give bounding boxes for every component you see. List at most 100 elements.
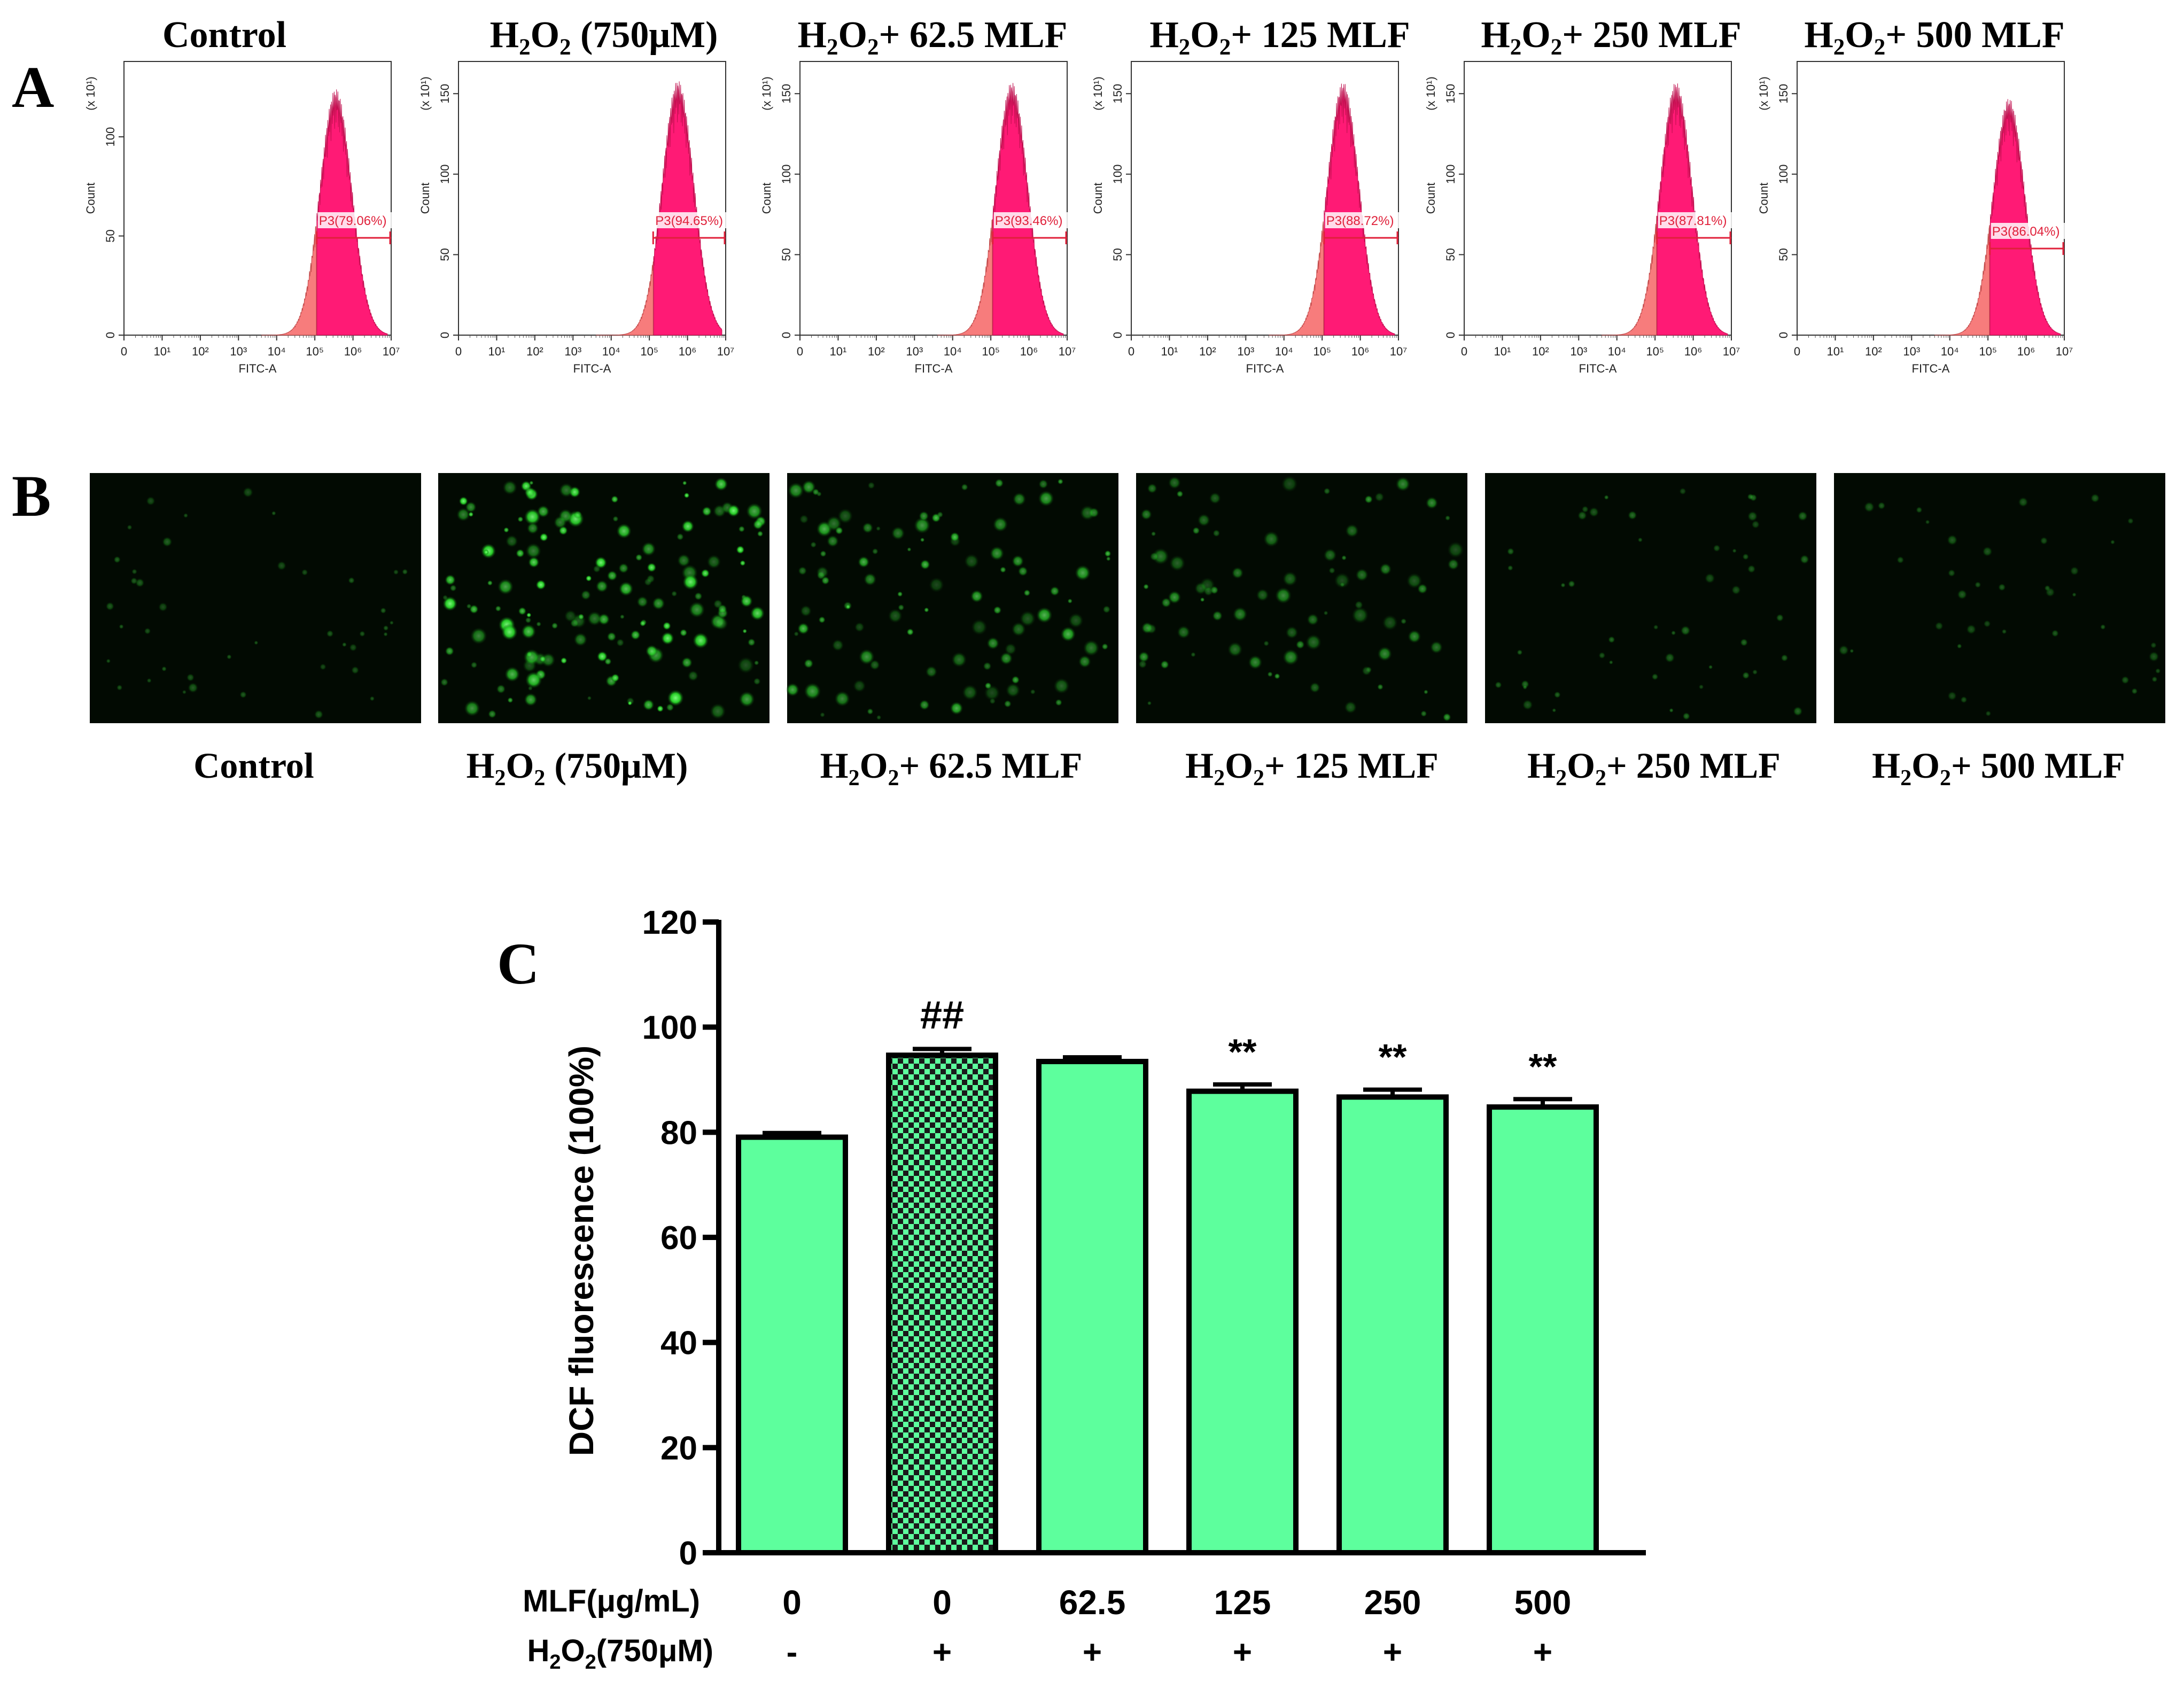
fluorescent-cell [488,709,497,718]
fluorescent-cell [681,520,694,533]
scale-note: (x 10¹) [1757,76,1770,111]
fluorescent-cell [854,622,865,632]
fluorescent-cell [188,682,198,693]
fluorescent-cell [1589,507,1599,517]
fluorescent-cell [683,492,690,499]
micrograph-label: Control [193,745,314,786]
x-tick-label: 10¹ [1827,345,1844,358]
fluorescent-cell [611,495,619,503]
fluorescent-cell [1581,506,1589,513]
fluorescent-cell [864,572,877,586]
fluorescent-cell [714,477,728,491]
fluorescent-cell [1577,510,1587,521]
fluorescent-cell [826,535,839,547]
x-tick-label: 10⁶ [1020,345,1038,358]
fluorescent-cell [635,554,643,561]
x-tick-label: 10⁴ [1275,345,1293,358]
fluorescent-cell [888,608,903,623]
fluorescent-cell [816,566,829,579]
ungated-histogram [1602,215,1657,336]
x-tick-label: 0 [1794,345,1800,358]
fluorescent-cell [1517,649,1523,655]
fluorescent-cell [326,630,334,638]
histogram-title: Control [162,14,286,56]
fluorescent-cell [559,483,574,498]
fluorescent-cell [1947,691,1957,701]
fluorescent-cell [797,622,810,635]
fluorescent-cell [1975,581,1981,588]
fluorescent-cell [1053,678,1070,694]
fluorescent-cell [2148,651,2159,662]
fluorescent-cell [1966,624,1977,634]
fluorescent-cell [1425,497,1438,509]
fluorescent-cell [1017,566,1028,577]
fluorescent-cell [1507,547,1514,555]
fluorescent-cell [694,592,703,601]
fluorescent-cell [920,537,925,543]
fluorescent-cell [1364,495,1373,504]
fluorescent-cell [1365,666,1372,673]
fluorescent-cell [1075,565,1091,581]
fluorescent-cell [1038,490,1054,507]
fluorescent-cell [920,559,930,570]
x-tick-label: 10⁴ [602,345,620,358]
fluorescent-cell [524,486,535,498]
fluorescent-cell [1168,591,1182,604]
fluorescent-cell [535,579,546,590]
x-category-label: 250 [1364,1583,1421,1622]
fluorescent-cell [1147,483,1157,494]
fluorescent-cell [1138,651,1149,663]
fluorescent-cell [1050,586,1060,597]
y-tick-label: 80 [660,1114,697,1151]
x-tick-label: 10³ [1570,345,1587,358]
fluorescent-cell [501,624,518,640]
fluorescent-cell [1934,622,1944,631]
fluorescent-cell [630,630,641,640]
y-axis: 0 20 40 60 80 100 120 [642,904,1646,1572]
fluorescent-cell [1798,511,1808,521]
fluorescent-cell [348,577,355,584]
y-tick-label: 100 [642,1010,697,1047]
fluorescent-cell [277,561,286,571]
fluorescent-cell [961,483,968,491]
micrograph-background [90,473,421,723]
fluorescent-cell [1323,487,1331,495]
fluorescent-cell [496,684,506,694]
fluorescent-cell [1982,546,1993,557]
fluorescent-cell [162,537,173,547]
fluorescent-cell [487,580,493,586]
fluorescent-cell [341,642,347,647]
fluorescence-micrograph: Control [90,473,421,786]
fluorescent-cell [1445,515,1451,521]
fluorescent-cell [458,496,468,506]
fluorescent-cell [1998,583,2006,591]
fluorescent-cell [682,481,687,485]
y-tick-label: 0 [104,332,117,338]
fluorescent-cell [495,605,502,612]
fluorescent-cell [525,543,541,559]
fluorescent-cell [502,480,517,495]
fluorescent-cell [750,606,765,621]
fluorescent-cell [753,677,761,685]
x-tick-label: 0 [121,345,127,358]
fluorescent-cell [1151,531,1156,537]
fluorescent-cell [528,556,540,568]
fluorescent-cell [1140,508,1152,521]
fluorescent-cell [1568,580,1575,588]
fluorescent-cell [1168,476,1181,490]
fluorescent-cell [1281,475,1298,492]
fluorescent-cell [1628,510,1637,520]
fluorescent-cell [757,530,764,537]
histogram-title: H2O2+ 125 MLF [1149,14,1410,60]
fluorescent-cell [740,560,746,566]
x-axis-label: FITC-A [1246,362,1284,375]
fluorescent-cell [1653,624,1659,630]
fluorescent-cell [349,644,357,652]
x-tick-label: 10⁶ [2017,345,2035,358]
x-tick-label: 10³ [1903,345,1920,358]
fluorescent-cell [676,533,684,541]
fluorescent-cell [706,554,721,569]
x-axis-label: FITC-A [1912,362,1950,375]
fluorescent-cell [919,700,930,710]
fluorescent-cell [1030,689,1036,695]
